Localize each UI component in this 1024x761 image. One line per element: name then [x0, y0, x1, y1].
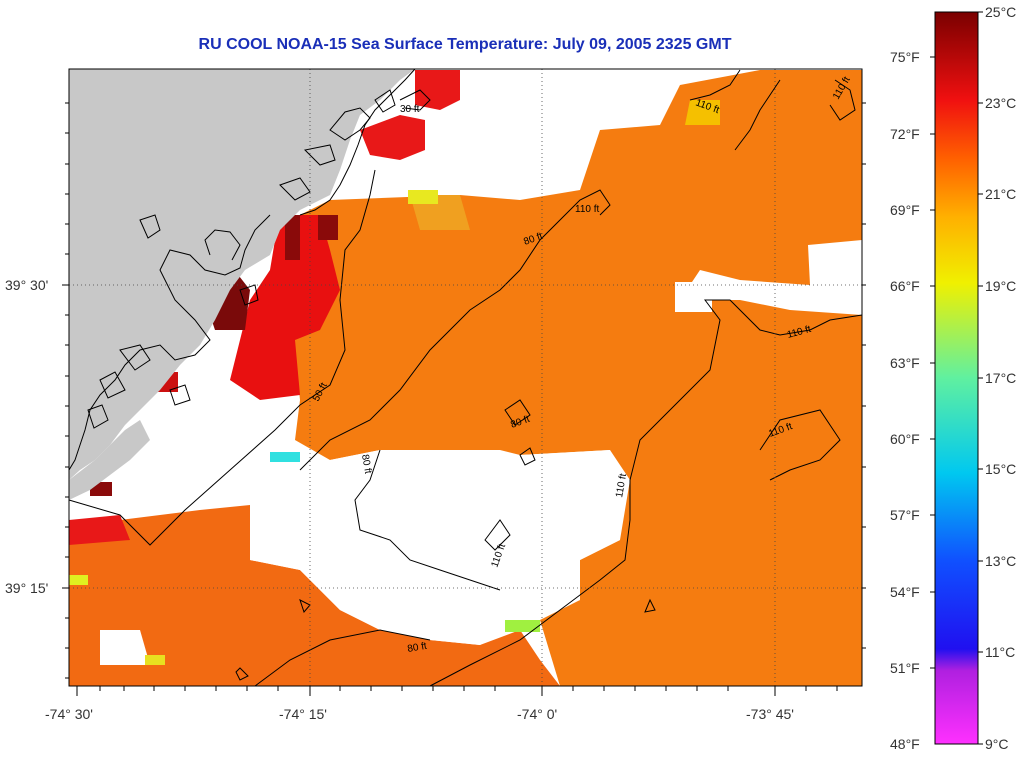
- map-frame: [68, 68, 863, 687]
- axis-ticks: [62, 102, 866, 696]
- lon-label: -73° 45': [746, 706, 794, 722]
- depth-label: 30 ft: [400, 104, 420, 115]
- lon-label: -74° 30': [45, 706, 93, 722]
- colorbar-ticks: [930, 11, 983, 745]
- graticule: [69, 69, 862, 686]
- colorbar-c-label: 13°C: [985, 553, 1017, 569]
- colorbar-c-label: 15°C: [985, 461, 1017, 477]
- colorbar-f-label: 63°F: [890, 355, 920, 371]
- depth-label: 110 ft: [575, 204, 599, 215]
- colorbar-c-label: 9°C: [985, 736, 1009, 752]
- colorbar-f-label: 72°F: [890, 126, 920, 142]
- lon-label: -74° 15': [279, 706, 327, 722]
- land-mass: [69, 69, 415, 480]
- colorbar-c-label: 21°C: [985, 186, 1017, 202]
- colorbar-c-label: 25°C: [985, 4, 1017, 20]
- depth-label: 80 ft: [407, 641, 428, 655]
- colorbar-f-label: 51°F: [890, 660, 920, 676]
- colorbar-c-label: 23°C: [985, 95, 1017, 111]
- depth-label: 80 ft: [359, 454, 373, 475]
- colorbar-f-label: 75°F: [890, 49, 920, 65]
- colorbar-f-label: 57°F: [890, 507, 920, 523]
- sst-field: [69, 70, 862, 686]
- colorbar-c-label: 11°C: [985, 644, 1016, 660]
- lat-label: 39° 15': [5, 580, 49, 596]
- colorbar-c-label: 19°C: [985, 278, 1017, 294]
- colorbar: [934, 11, 979, 745]
- sst-hot-nearshore: [230, 215, 340, 400]
- colorbar-f-label: 54°F: [890, 584, 920, 600]
- colorbar-c-label: 17°C: [985, 370, 1017, 386]
- colorbar-f-label: 66°F: [890, 278, 920, 294]
- coastline: [68, 68, 416, 471]
- lat-label: 39° 30': [5, 277, 49, 293]
- bathymetry-contours: [68, 69, 863, 687]
- colorbar-f-label: 60°F: [890, 431, 920, 447]
- sst-lower-left-region: [69, 505, 560, 686]
- depth-label: 110 ft: [614, 472, 629, 498]
- colorbar-f-label: 69°F: [890, 202, 920, 218]
- lon-label: -74° 0': [517, 706, 558, 722]
- colorbar-f-label: 48°F: [890, 736, 920, 752]
- map-title: RU COOL NOAA-15 Sea Surface Temperature:…: [198, 36, 732, 53]
